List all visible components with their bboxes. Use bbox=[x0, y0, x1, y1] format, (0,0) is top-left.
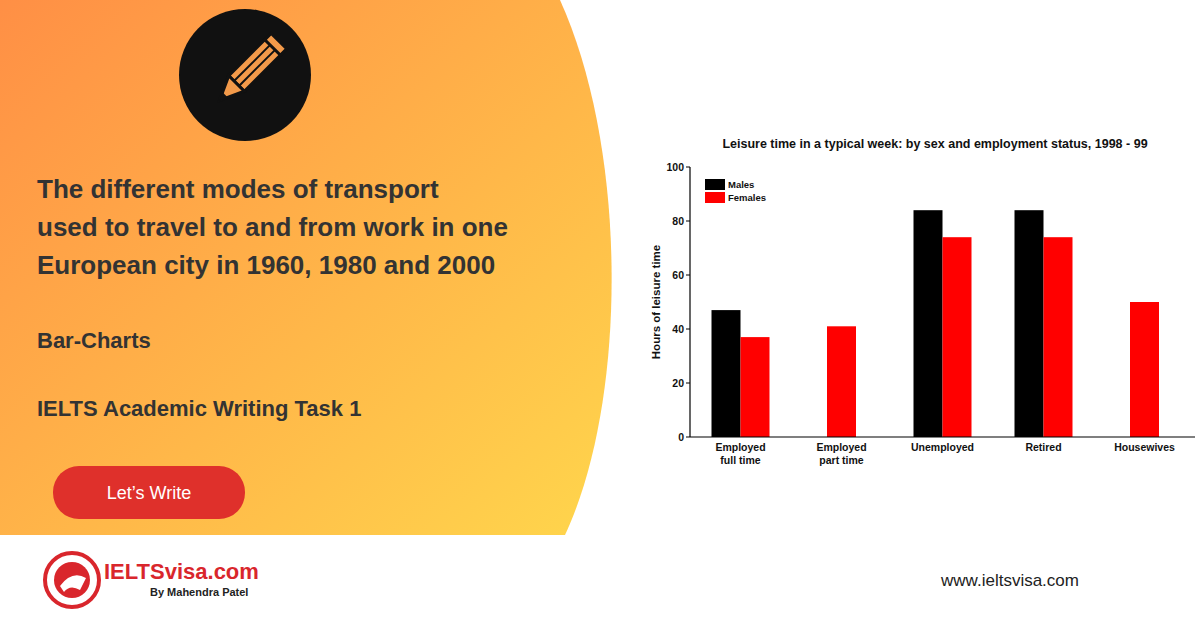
pencil-tip bbox=[212, 76, 245, 109]
label-line: full time bbox=[720, 454, 760, 466]
y-tick-label: 40 bbox=[672, 323, 684, 335]
byline: By Mahendra Patel bbox=[150, 586, 248, 598]
exam-name: IELTS Academic Writing Task 1 bbox=[37, 396, 361, 421]
logo-text: IELTSvisa.com bbox=[104, 559, 259, 584]
y-tick-label: 80 bbox=[672, 215, 684, 227]
logo-ring bbox=[45, 553, 99, 607]
logo-book bbox=[60, 575, 86, 592]
bars bbox=[712, 210, 1160, 437]
icon-circle bbox=[179, 9, 311, 141]
bar bbox=[1130, 302, 1159, 437]
bar bbox=[943, 237, 972, 437]
legend-swatch bbox=[705, 192, 725, 203]
label-line: Employed bbox=[816, 441, 866, 453]
page: The different modes of transport used to … bbox=[0, 0, 1200, 627]
pencil-line bbox=[239, 51, 274, 86]
pencil-icon bbox=[179, 9, 311, 141]
bar bbox=[914, 210, 943, 437]
x-axis bbox=[690, 436, 1195, 437]
chart-kind: Bar-Charts bbox=[37, 328, 151, 353]
label-line: Employed bbox=[715, 441, 765, 453]
bar bbox=[827, 326, 856, 437]
legend-label: Males bbox=[728, 179, 754, 190]
banner-background bbox=[0, 0, 612, 535]
x-tick-label: Retired bbox=[1025, 441, 1061, 453]
canvas: The different modes of transport used to … bbox=[0, 0, 1200, 627]
button-shape[interactable] bbox=[53, 466, 245, 519]
pencil-eraser bbox=[265, 33, 287, 55]
pencil bbox=[212, 33, 287, 108]
button[interactable]: Let’s Write bbox=[53, 466, 245, 519]
y-tick-label: 20 bbox=[672, 377, 684, 389]
label-line: Unemployed bbox=[911, 441, 974, 453]
legend-label: Females bbox=[728, 192, 766, 203]
pencil-line bbox=[234, 46, 269, 81]
legend-swatch bbox=[705, 179, 725, 190]
heading-line: The different modes of transport bbox=[37, 174, 439, 204]
bar bbox=[741, 337, 770, 437]
label-line: part time bbox=[819, 454, 864, 466]
chart-title: Leisure time in a typical week: by sex a… bbox=[722, 137, 1147, 151]
bar bbox=[1044, 237, 1073, 437]
y-tick-label: 60 bbox=[672, 269, 684, 281]
y-tick-label: 100 bbox=[666, 161, 684, 173]
bar bbox=[712, 310, 741, 437]
y-axis bbox=[689, 167, 690, 437]
legend: Males Females bbox=[705, 179, 766, 203]
label-line: Housewives bbox=[1114, 441, 1175, 453]
pencil-lead bbox=[217, 92, 228, 103]
heading-line: European city in 1960, 1980 and 2000 bbox=[37, 250, 495, 280]
logo-core bbox=[54, 562, 90, 598]
y-tick-label: 0 bbox=[678, 431, 684, 443]
website[interactable]: www.ieltsvisa.com bbox=[940, 571, 1079, 590]
x-tick-label: Employedfull time bbox=[715, 441, 765, 466]
x-tick-label: Employedpart time bbox=[816, 441, 866, 466]
bar bbox=[1015, 210, 1044, 437]
x-tick-label: Unemployed bbox=[911, 441, 974, 453]
x-tick-label: Housewives bbox=[1114, 441, 1175, 453]
y-axis-label: Hours of leisure time bbox=[650, 245, 662, 359]
button-label[interactable]: Let’s Write bbox=[107, 483, 191, 503]
logo: IELTSvisa.com By Mahendra Patel bbox=[45, 553, 259, 607]
heading-line: used to travel to and from work in one bbox=[37, 212, 508, 242]
chart: Leisure time in a typical week: by sex a… bbox=[650, 137, 1195, 466]
label-line: Retired bbox=[1025, 441, 1061, 453]
